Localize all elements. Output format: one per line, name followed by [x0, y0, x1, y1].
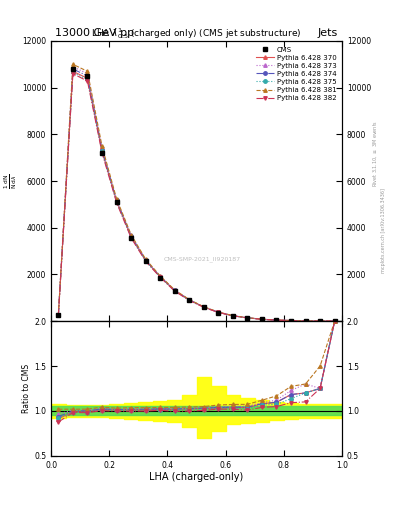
Text: Jets: Jets	[318, 28, 338, 38]
Y-axis label: Ratio to CMS: Ratio to CMS	[22, 364, 31, 413]
Y-axis label: $\frac{1}{\mathrm{N}} \frac{\mathrm{d}\mathrm{N}}{\mathrm{d}\lambda}$: $\frac{1}{\mathrm{N}} \frac{\mathrm{d}\m…	[3, 173, 19, 189]
Title: LHA $\lambda^{1}_{0.5}$ (charged only) (CMS jet substructure): LHA $\lambda^{1}_{0.5}$ (charged only) (…	[91, 26, 302, 41]
Text: mcplots.cern.ch [arXiv:1306.3436]: mcplots.cern.ch [arXiv:1306.3436]	[381, 188, 386, 273]
Text: CMS-SMP-2021_II920187: CMS-SMP-2021_II920187	[164, 257, 241, 262]
X-axis label: LHA (charged-only): LHA (charged-only)	[149, 472, 244, 482]
Text: 13000 GeV pp: 13000 GeV pp	[55, 28, 134, 38]
Text: Rivet 3.1.10, $\geq$ 3M events: Rivet 3.1.10, $\geq$ 3M events	[371, 120, 379, 187]
Legend: CMS, Pythia 6.428 370, Pythia 6.428 373, Pythia 6.428 374, Pythia 6.428 375, Pyt: CMS, Pythia 6.428 370, Pythia 6.428 373,…	[254, 45, 338, 103]
